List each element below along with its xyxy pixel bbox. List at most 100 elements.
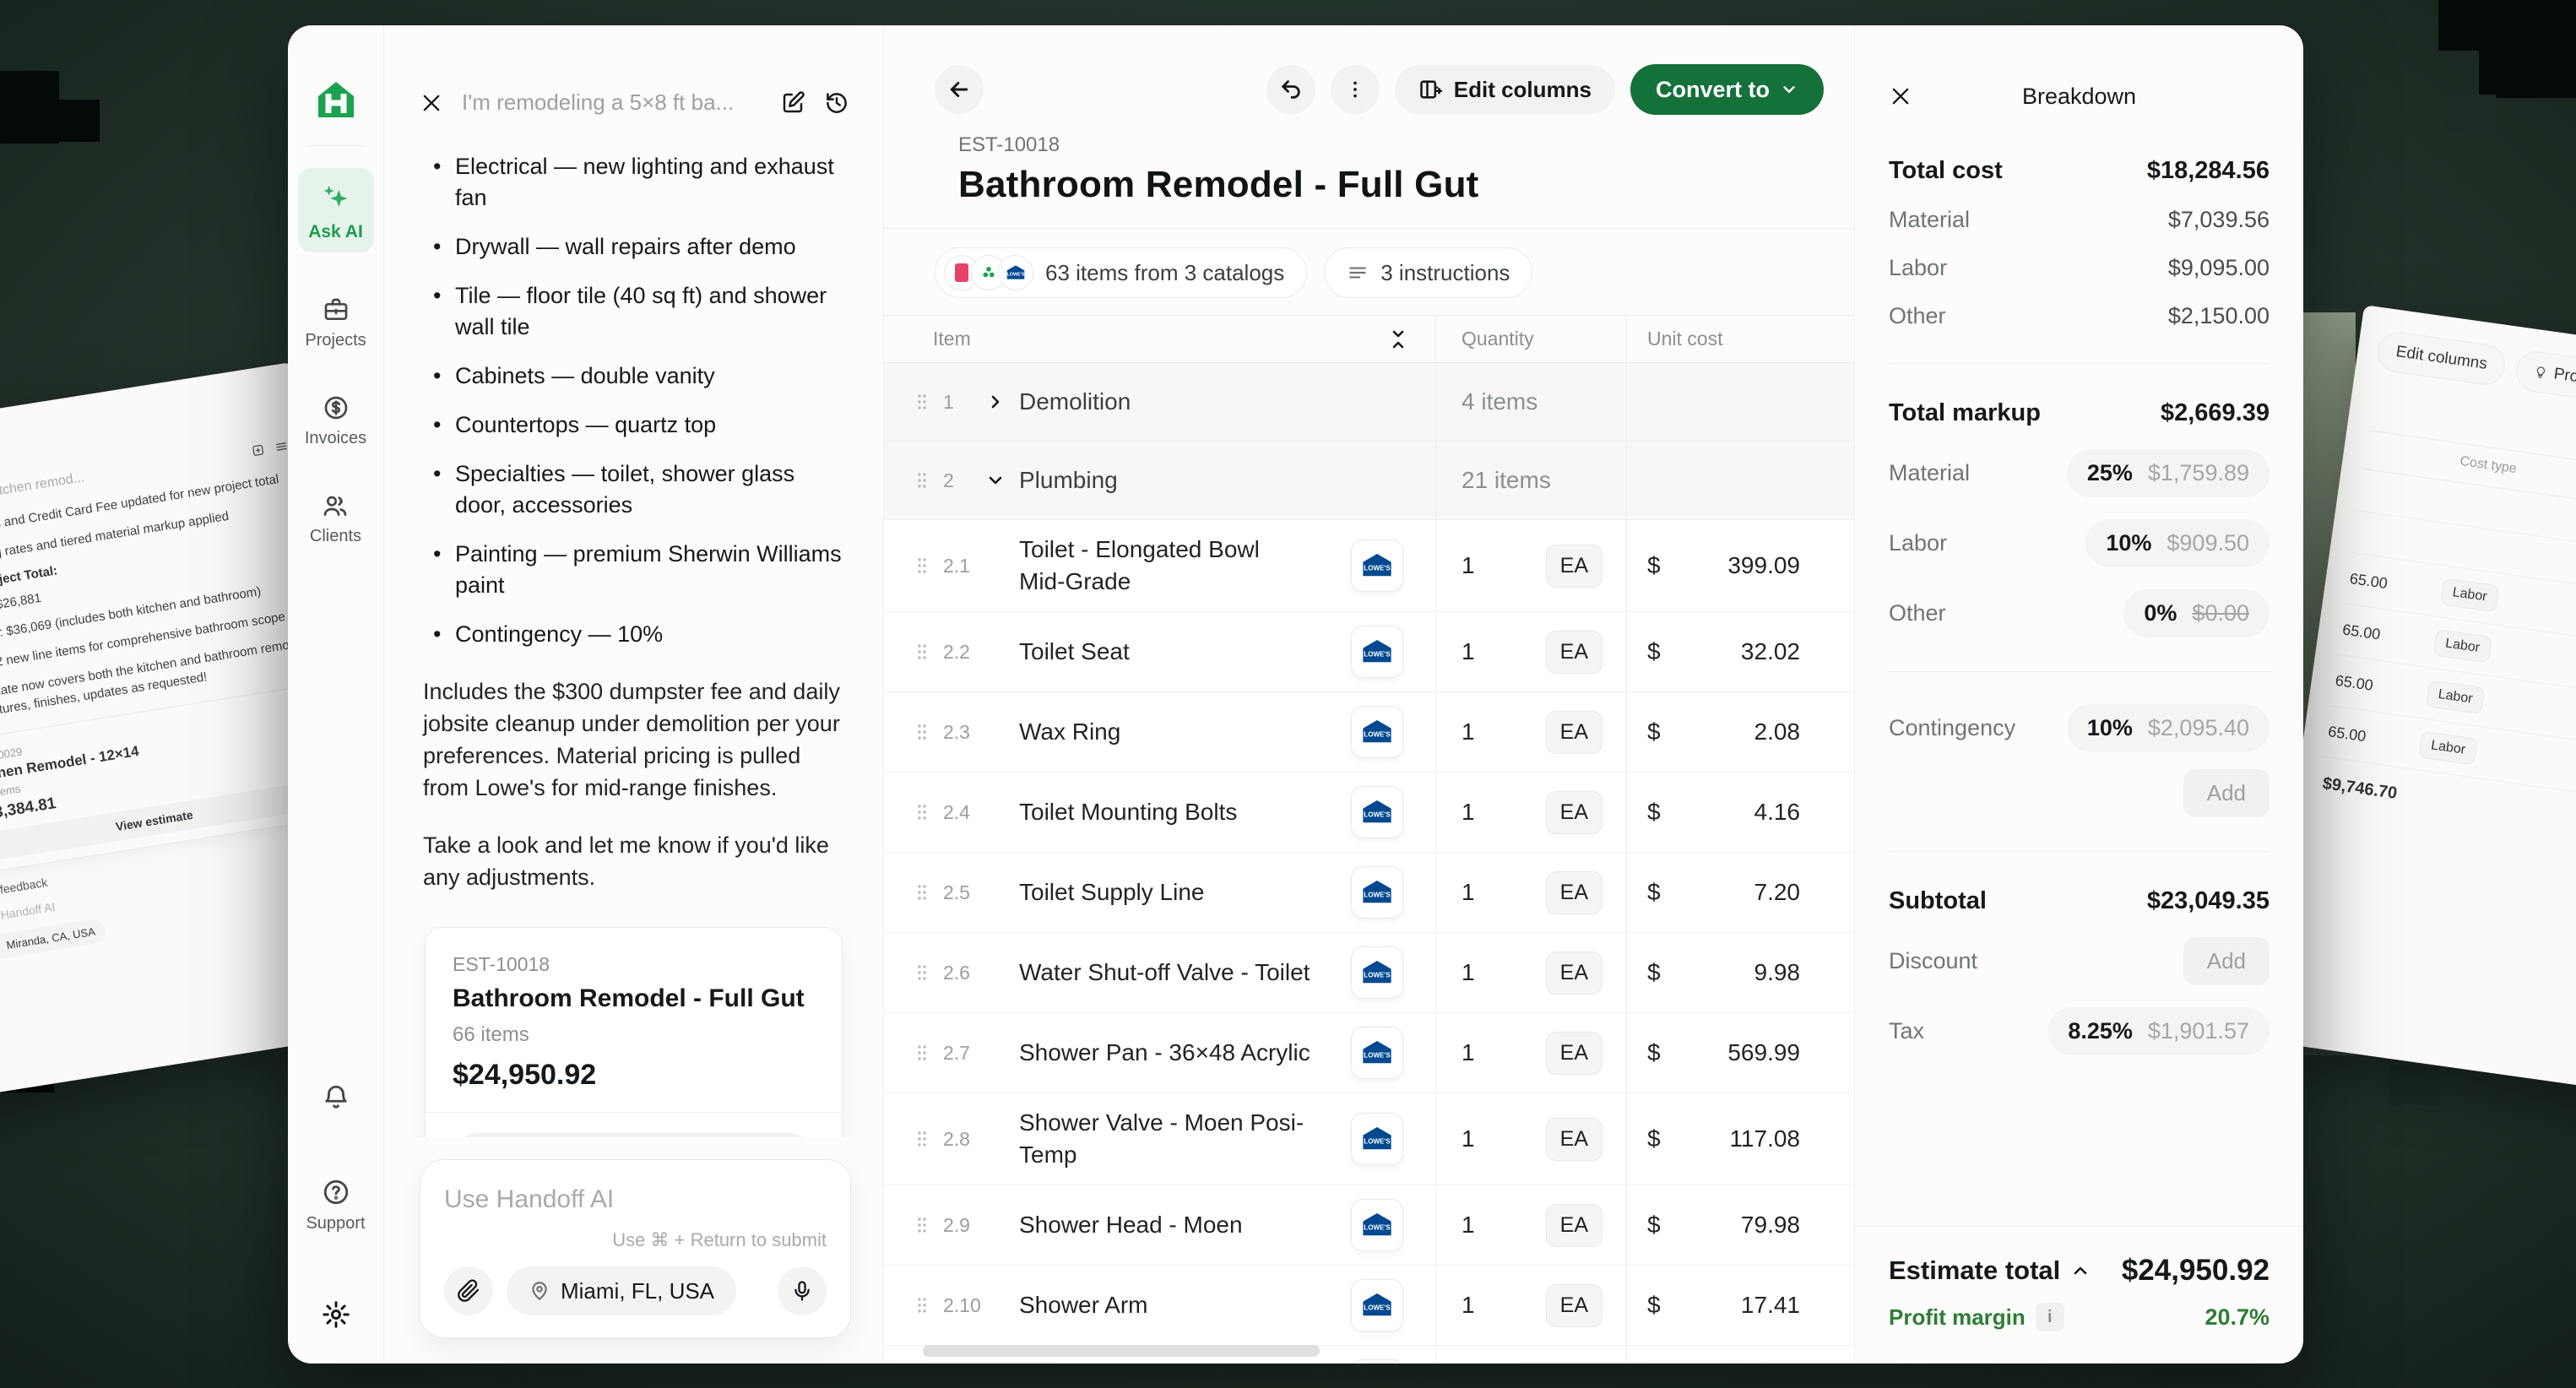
paperclip-icon — [457, 1279, 480, 1303]
sidebar-item-invoices[interactable]: Invoices — [305, 394, 366, 448]
unit-cost-value[interactable]: 9.98 — [1754, 959, 1801, 986]
table-row[interactable]: 2.7 Shower Pan - 36×48 Acrylic LOWE'S 1 … — [884, 1013, 1854, 1093]
attachment-button[interactable] — [444, 1266, 493, 1315]
item-name: Shower Head - Moen — [1019, 1209, 1243, 1241]
unit-cost-value[interactable]: 2.08 — [1754, 718, 1801, 746]
column-header-quantity[interactable]: Quantity — [1435, 316, 1626, 362]
unit-cost-value[interactable]: 79.98 — [1741, 1212, 1800, 1239]
sidebar-item-label: Ask AI — [308, 222, 363, 242]
table-row[interactable]: 2.2 Toilet Seat LOWE'S 1 EA $ 32.02 — [884, 612, 1854, 692]
drag-handle-icon[interactable] — [916, 1295, 928, 1315]
table-group-row[interactable]: 2 Plumbing 21 items — [884, 442, 1854, 520]
quantity-value[interactable]: 1 — [1462, 718, 1475, 746]
sidebar-item-ask-ai[interactable]: Ask AI — [298, 168, 374, 252]
back-button[interactable] — [935, 65, 984, 114]
drag-handle-icon[interactable] — [916, 962, 928, 983]
column-header-unit-cost[interactable]: Unit cost — [1626, 316, 1854, 362]
unit-cost-value[interactable]: 569.99 — [1727, 1039, 1800, 1066]
column-header-item[interactable]: Item — [884, 316, 1435, 362]
quantity-value[interactable]: 1 — [1462, 1039, 1475, 1066]
close-chat-icon[interactable] — [420, 91, 443, 115]
sidebar-item-projects[interactable]: Projects — [305, 296, 366, 350]
markup-labor-pill[interactable]: 10% $909.50 — [2085, 519, 2270, 567]
table-row[interactable]: 2.4 Toilet Mounting Bolts LOWE'S 1 EA $ … — [884, 773, 1854, 853]
unit-pill[interactable]: EA — [1546, 1284, 1603, 1327]
unit-pill[interactable]: EA — [1546, 952, 1603, 995]
contingency-add-button[interactable]: Add — [2183, 769, 2270, 817]
quantity-value[interactable]: 1 — [1462, 879, 1475, 906]
unit-cost-value[interactable]: 117.08 — [1729, 1125, 1800, 1152]
chevron-right-icon[interactable] — [985, 392, 1006, 412]
drag-handle-icon[interactable] — [916, 470, 928, 491]
contingency-pill[interactable]: 10% $2,095.40 — [2067, 704, 2270, 752]
table-row[interactable]: 2.5 Toilet Supply Line LOWE'S 1 EA $ 7.2… — [884, 853, 1854, 933]
drag-handle-icon[interactable] — [916, 1043, 928, 1063]
unit-cost-value[interactable]: 7.20 — [1754, 879, 1801, 906]
discount-add-button[interactable]: Add — [2183, 937, 2270, 985]
table-group-row[interactable]: 1 Demolition 4 items — [884, 363, 1854, 442]
unit-pill[interactable]: EA — [1546, 791, 1603, 834]
catalogs-pill[interactable]: LOWE'S 63 items from 3 catalogs — [935, 247, 1307, 298]
unit-pill[interactable]: EA — [1546, 711, 1603, 754]
estimate-total-label[interactable]: Estimate total — [1889, 1255, 2091, 1286]
drag-handle-icon[interactable] — [916, 802, 928, 822]
drag-handle-icon[interactable] — [916, 1215, 928, 1235]
quantity-value[interactable]: 1 — [1462, 799, 1475, 826]
tax-pill[interactable]: 8.25% $1,901.57 — [2047, 1007, 2270, 1055]
quantity-value[interactable]: 1 — [1462, 1212, 1475, 1239]
history-icon[interactable] — [824, 90, 849, 116]
sidebar-item-support[interactable]: Support — [306, 1178, 365, 1233]
more-options-button[interactable] — [1331, 65, 1380, 114]
drag-handle-icon[interactable] — [916, 882, 928, 903]
edit-columns-button[interactable]: Edit columns — [1395, 65, 1615, 114]
chat-input-placeholder[interactable]: Use Handoff AI — [444, 1185, 827, 1214]
drag-handle-icon[interactable] — [916, 556, 928, 576]
unit-cost-value[interactable]: 399.09 — [1727, 552, 1800, 579]
table-row[interactable]: 2.3 Wax Ring LOWE'S 1 EA $ 2.08 — [884, 692, 1854, 773]
view-estimate-button[interactable]: View estimate — [453, 1133, 815, 1137]
chat-input-card[interactable]: Use Handoff AI Use ⌘ + Return to submit … — [420, 1159, 851, 1338]
drag-handle-icon[interactable] — [916, 1129, 928, 1149]
unit-pill[interactable]: EA — [1546, 1032, 1603, 1075]
convert-to-button[interactable]: Convert to — [1630, 64, 1824, 115]
unit-pill[interactable]: EA — [1546, 871, 1603, 914]
table-row[interactable]: 2.9 Shower Head - Moen LOWE'S 1 EA $ 79.… — [884, 1185, 1854, 1266]
notification-bell-icon[interactable] — [322, 1083, 350, 1112]
info-icon[interactable]: i — [2036, 1303, 2064, 1331]
quantity-value[interactable]: 1 — [1462, 1125, 1475, 1152]
unit-pill[interactable]: EA — [1546, 631, 1603, 674]
drag-handle-icon[interactable] — [916, 392, 928, 412]
drag-handle-icon[interactable] — [916, 722, 928, 742]
settings-gear-icon[interactable] — [321, 1299, 351, 1330]
new-chat-icon[interactable] — [780, 90, 805, 116]
unit-cost-value[interactable]: 4.16 — [1754, 799, 1801, 826]
unit-pill[interactable]: EA — [1546, 1204, 1603, 1247]
table-row[interactable]: 2.1 Toilet - Elongated Bowl Mid-Grade LO… — [884, 520, 1854, 612]
markup-other-pill[interactable]: 0% $0.00 — [2123, 589, 2270, 637]
undo-button[interactable] — [1266, 65, 1315, 114]
table-row[interactable]: 2.10 Shower Arm LOWE'S 1 EA $ 17.41 — [884, 1266, 1854, 1346]
sidebar-item-clients[interactable]: Clients — [310, 492, 361, 546]
unit-cost-value[interactable]: 32.02 — [1741, 638, 1800, 665]
quantity-value[interactable]: 1 — [1462, 959, 1475, 986]
quantity-value[interactable]: 1 — [1462, 1292, 1475, 1319]
collapse-all-icon[interactable] — [1388, 327, 1408, 352]
location-pill[interactable]: Miami, FL, USA — [507, 1266, 736, 1315]
table-row[interactable]: 2.8 Shower Valve - Moen Posi-Temp LOWE'S… — [884, 1093, 1854, 1185]
table-row[interactable]: 2.6 Water Shut-off Valve - Toilet LOWE'S… — [884, 933, 1854, 1013]
markup-material-pill[interactable]: 25% $1,759.89 — [2067, 449, 2270, 497]
pixel-block — [2389, 1065, 2440, 1106]
instructions-pill[interactable]: 3 instructions — [1324, 247, 1532, 298]
quantity-value[interactable]: 1 — [1462, 552, 1475, 579]
chevron-down-icon[interactable] — [985, 470, 1006, 491]
unit-cost-value[interactable]: 17.41 — [1741, 1292, 1800, 1319]
close-breakdown-icon[interactable] — [1889, 84, 1912, 108]
quantity-value[interactable]: 1 — [1462, 638, 1475, 665]
drag-handle-icon[interactable] — [916, 642, 928, 662]
horizontal-scrollbar[interactable] — [923, 1345, 1320, 1357]
unit-pill[interactable]: EA — [1546, 1118, 1603, 1161]
microphone-button[interactable] — [778, 1266, 827, 1315]
svg-text:LOWE'S: LOWE'S — [1364, 811, 1391, 819]
unit-pill[interactable]: EA — [1546, 545, 1603, 588]
handoff-logo[interactable] — [316, 79, 356, 120]
